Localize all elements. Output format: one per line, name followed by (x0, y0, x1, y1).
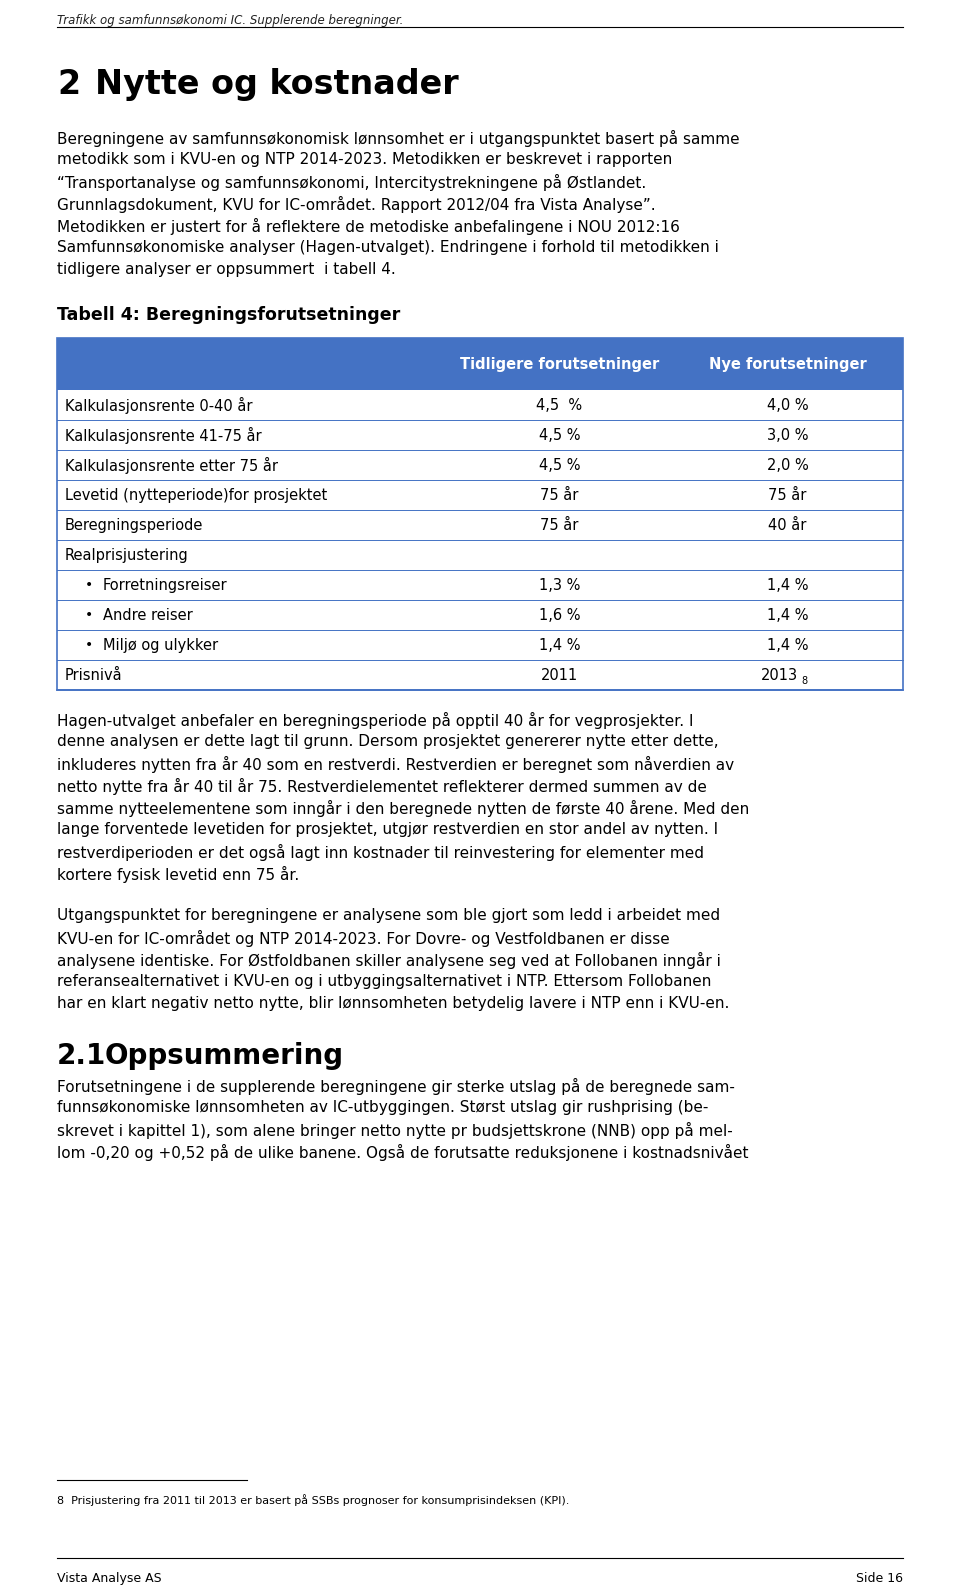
Text: 2: 2 (57, 69, 80, 100)
Text: 4,5 %: 4,5 % (539, 427, 580, 443)
Text: Realprisjustering: Realprisjustering (65, 547, 189, 563)
Text: Vista Analyse AS: Vista Analyse AS (57, 1572, 161, 1584)
Text: 4,5 %: 4,5 % (539, 457, 580, 472)
Text: tidligere analyser er oppsummert  i tabell 4.: tidligere analyser er oppsummert i tabel… (57, 261, 396, 277)
Text: Trafikk og samfunnsøkonomi IC. Supplerende beregninger.: Trafikk og samfunnsøkonomi IC. Suppleren… (57, 14, 403, 27)
Text: netto nytte fra år 40 til år 75. Restverdielementet reflekterer dermed summen av: netto nytte fra år 40 til år 75. Restver… (57, 778, 707, 795)
Text: 1,6 %: 1,6 % (539, 607, 580, 623)
Text: KVU-en for IC-området og NTP 2014-2023. For Dovre- og Vestfoldbanen er disse: KVU-en for IC-området og NTP 2014-2023. … (57, 929, 670, 947)
Text: denne analysen er dette lagt til grunn. Dersom prosjektet genererer nytte etter : denne analysen er dette lagt til grunn. … (57, 733, 719, 749)
Text: 75 år: 75 år (540, 488, 579, 502)
Text: Utgangspunktet for beregningene er analysene som ble gjort som ledd i arbeidet m: Utgangspunktet for beregningene er analy… (57, 909, 720, 923)
Text: Levetid (nytteperiode)for prosjektet: Levetid (nytteperiode)for prosjektet (65, 488, 327, 502)
Text: Tabell 4: Beregningsforutsetninger: Tabell 4: Beregningsforutsetninger (57, 306, 400, 324)
Bar (57, 338, 903, 391)
Text: funnsøkonomiske lønnsomheten av IC-utbyggingen. Størst utslag gir rushprising (b: funnsøkonomiske lønnsomheten av IC-utbyg… (57, 1100, 708, 1114)
Text: Forretningsreiser: Forretningsreiser (103, 577, 228, 593)
Text: lom -0,20 og +0,52 på de ulike banene. Også de forutsatte reduksjonene i kostnad: lom -0,20 og +0,52 på de ulike banene. O… (57, 1144, 749, 1160)
Text: Forutsetningene i de supplerende beregningene gir sterke utslag på de beregnede : Forutsetningene i de supplerende beregni… (57, 1078, 734, 1095)
Text: •: • (85, 638, 93, 652)
Text: 1,3 %: 1,3 % (539, 577, 580, 593)
Text: 1,4 %: 1,4 % (767, 577, 808, 593)
Text: Nytte og kostnader: Nytte og kostnader (95, 69, 459, 100)
Text: 4,0 %: 4,0 % (767, 397, 808, 413)
Text: 2.1: 2.1 (57, 1042, 107, 1070)
Text: Prisnivå: Prisnivå (65, 668, 123, 682)
Text: 40 år: 40 år (768, 518, 806, 532)
Text: 1,4 %: 1,4 % (767, 607, 808, 623)
Text: lange forventede levetiden for prosjektet, utgjør restverdien en stor andel av n: lange forventede levetiden for prosjekte… (57, 823, 718, 837)
Text: Side 16: Side 16 (856, 1572, 903, 1584)
Text: har en klart negativ netto nytte, blir lønnsomheten betydelig lavere i NTP enn i: har en klart negativ netto nytte, blir l… (57, 996, 730, 1011)
Text: •: • (85, 607, 93, 622)
Text: Kalkulasjonsrente 0-40 år: Kalkulasjonsrente 0-40 år (65, 397, 252, 413)
Text: analysene identiske. For Østfoldbanen skiller analysene seg ved at Follobanen in: analysene identiske. For Østfoldbanen sk… (57, 952, 721, 969)
Text: Kalkulasjonsrente 41-75 år: Kalkulasjonsrente 41-75 år (65, 427, 262, 443)
Text: Grunnlagsdokument, KVU for IC-området. Rapport 2012/04 fra Vista Analyse”.: Grunnlagsdokument, KVU for IC-området. R… (57, 196, 656, 214)
Text: Hagen-utvalget anbefaler en beregningsperiode på opptil 40 år for vegprosjekter.: Hagen-utvalget anbefaler en beregningspe… (57, 713, 693, 728)
Text: 75 år: 75 år (768, 488, 806, 502)
Text: •: • (85, 579, 93, 591)
Text: Beregningsperiode: Beregningsperiode (65, 518, 204, 532)
Text: Nye forutsetninger: Nye forutsetninger (708, 357, 866, 371)
Text: 2013: 2013 (761, 668, 798, 682)
Text: samme nytteelementene som inngår i den beregnede nytten de første 40 årene. Med : samme nytteelementene som inngår i den b… (57, 800, 749, 818)
Text: 1,4 %: 1,4 % (767, 638, 808, 652)
Text: restverdiperioden er det også lagt inn kostnader til reinvestering for elementer: restverdiperioden er det også lagt inn k… (57, 843, 704, 861)
Text: kortere fysisk levetid enn 75 år.: kortere fysisk levetid enn 75 år. (57, 866, 300, 883)
Text: inkluderes nytten fra år 40 som en restverdi. Restverdien er beregnet som nåverd: inkluderes nytten fra år 40 som en restv… (57, 756, 734, 773)
Text: 1,4 %: 1,4 % (539, 638, 580, 652)
Text: 3,0 %: 3,0 % (767, 427, 808, 443)
Text: skrevet i kapittel 1), som alene bringer netto nytte pr budsjettskrone (NNB) opp: skrevet i kapittel 1), som alene bringer… (57, 1122, 732, 1140)
Text: 4,5  %: 4,5 % (537, 397, 583, 413)
Text: 2,0 %: 2,0 % (767, 457, 808, 472)
Text: Beregningene av samfunnsøkonomisk lønnsomhet er i utgangspunktet basert på samme: Beregningene av samfunnsøkonomisk lønnso… (57, 131, 739, 147)
Text: Miljø og ulykker: Miljø og ulykker (103, 638, 218, 652)
Text: Oppsummering: Oppsummering (105, 1042, 344, 1070)
Text: metodikk som i KVU-en og NTP 2014-2023. Metodikken er beskrevet i rapporten: metodikk som i KVU-en og NTP 2014-2023. … (57, 151, 672, 167)
Text: Tidligere forutsetninger: Tidligere forutsetninger (460, 357, 660, 371)
Text: Andre reiser: Andre reiser (103, 607, 193, 623)
Text: Samfunnsøkonomiske analyser (Hagen-utvalget). Endringene i forhold til metodikke: Samfunnsøkonomiske analyser (Hagen-utval… (57, 241, 719, 255)
Text: Metodikken er justert for å reflektere de metodiske anbefalingene i NOU 2012:16: Metodikken er justert for å reflektere d… (57, 218, 680, 234)
Text: 2011: 2011 (540, 668, 578, 682)
Text: 75 år: 75 år (540, 518, 579, 532)
Text: 8: 8 (802, 676, 807, 685)
Text: 8  Prisjustering fra 2011 til 2013 er basert på SSBs prognoser for konsumprisind: 8 Prisjustering fra 2011 til 2013 er bas… (57, 1494, 569, 1506)
Bar (57, 338, 903, 690)
Text: referansealternativet i KVU-en og i utbyggingsalternativet i NTP. Ettersom Follo: referansealternativet i KVU-en og i utby… (57, 974, 711, 988)
Text: Kalkulasjonsrente etter 75 år: Kalkulasjonsrente etter 75 år (65, 456, 278, 473)
Text: “Transportanalyse og samfunnsøkonomi, Intercitystrekningene på Østlandet.: “Transportanalyse og samfunnsøkonomi, In… (57, 174, 646, 191)
